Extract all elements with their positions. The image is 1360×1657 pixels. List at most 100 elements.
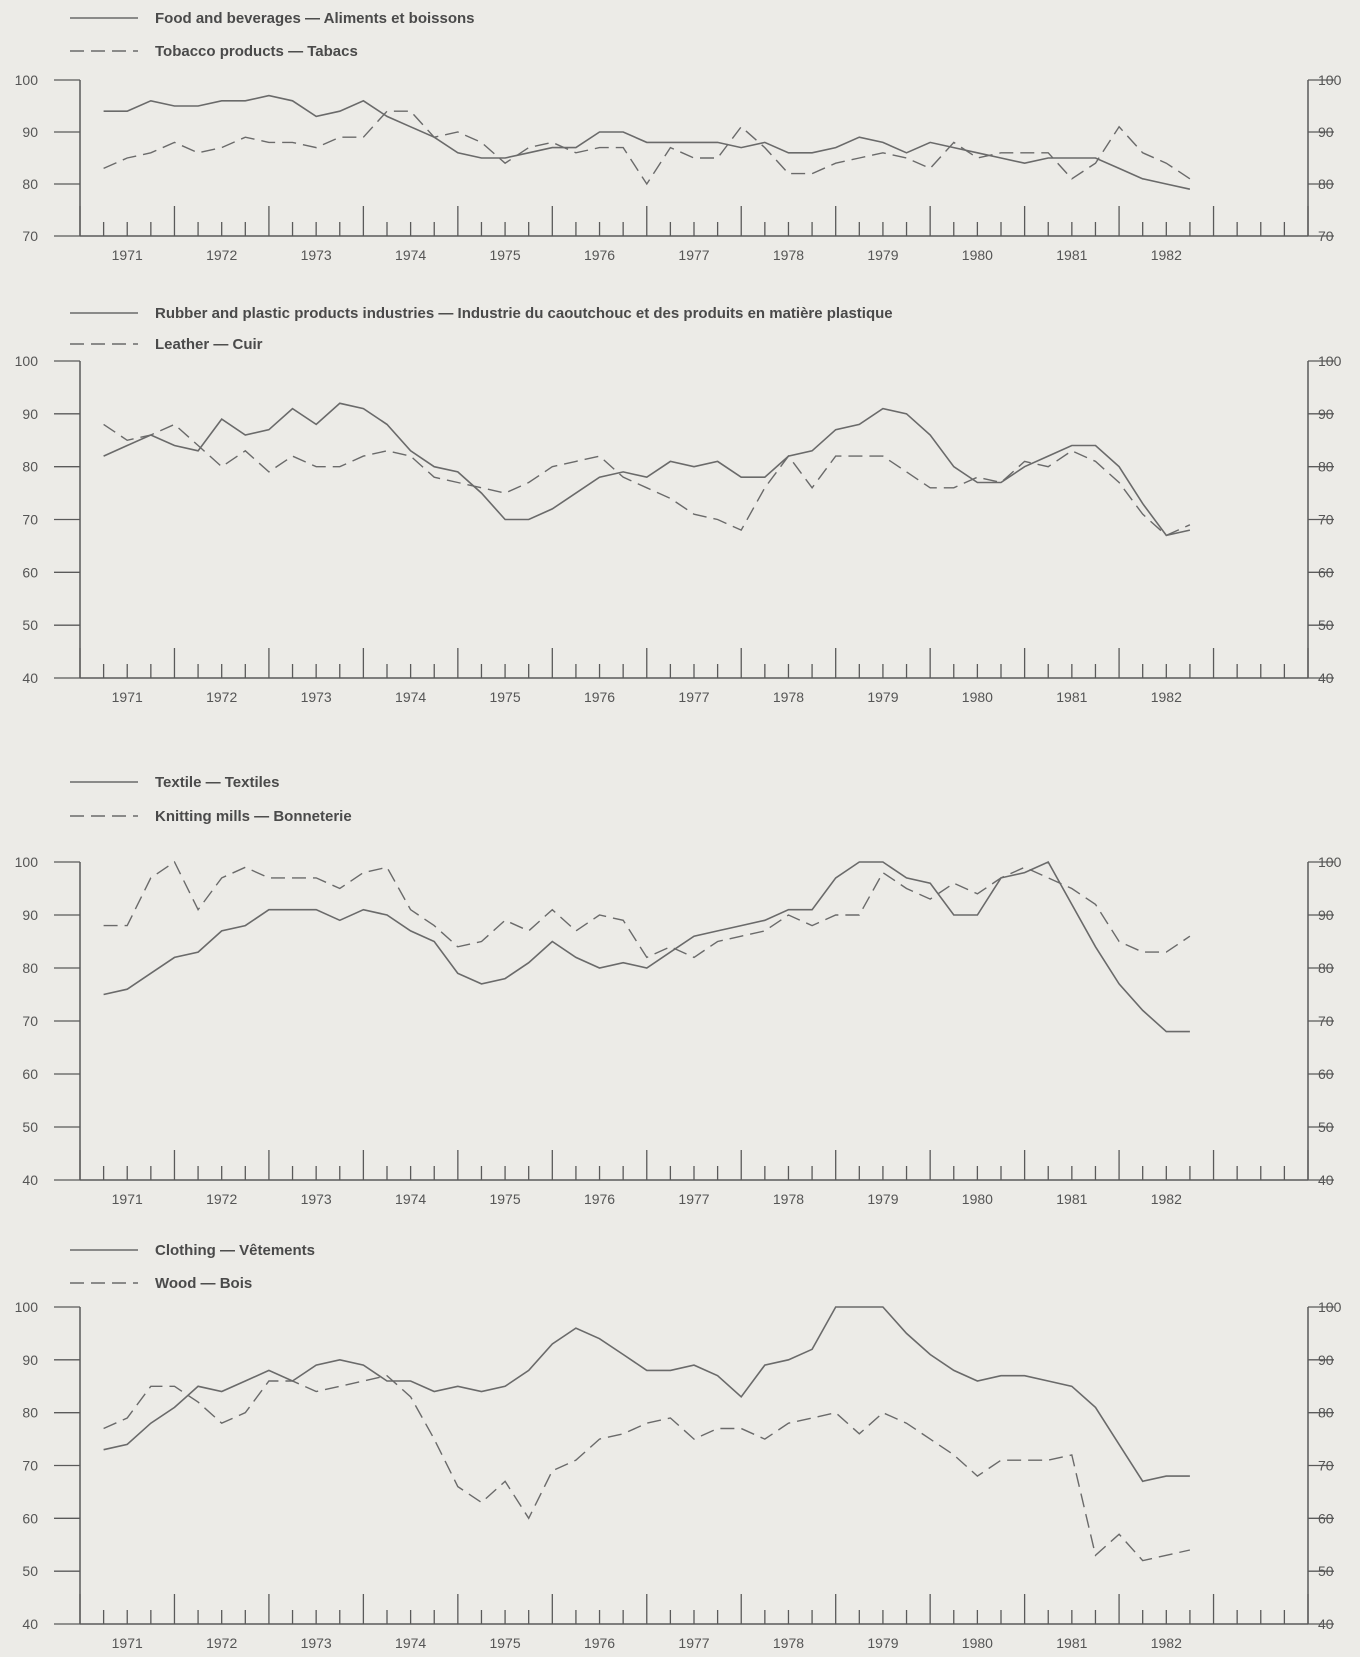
chart3-ytick-label-left-80: 80: [22, 960, 38, 976]
chart3-xtick-label-1974: 1974: [395, 1191, 426, 1207]
chart3-ytick-label-right-100: 100: [1318, 854, 1342, 870]
chart3-series-line-2: [103, 860, 1191, 959]
chart3-series-line-1: [103, 860, 1190, 1033]
chart4-legend-label-1: Clothing — Vêtements: [155, 1242, 315, 1259]
chart3-legend-label-2: Knitting mills — Bonneterie: [155, 808, 352, 825]
chart1-series-line-2: [103, 110, 1191, 186]
chart3-xtick-label-1980: 1980: [962, 1191, 993, 1207]
chart3-ytick-label-right-40: 40: [1318, 1172, 1334, 1188]
chart3-ytick-label-right-70: 70: [1318, 1013, 1334, 1029]
chart3-legend-label-1: Textile — Textiles: [155, 774, 280, 791]
chart2-ytick-label-left-90: 90: [22, 406, 38, 422]
chart1-legend-label-1: Food and beverages — Aliments et boisson…: [155, 10, 475, 27]
chart4-xtick-label-1977: 1977: [678, 1635, 709, 1651]
chart3-xtick-label-1973: 1973: [301, 1191, 332, 1207]
chart1-xtick-label-1981: 1981: [1056, 247, 1087, 263]
chart4-legend-label-2: Wood — Bois: [155, 1275, 252, 1292]
chart4-series-line-2: [103, 1374, 1191, 1562]
chart2-ytick-label-right-80: 80: [1318, 459, 1334, 475]
chart3-xtick-label-1978: 1978: [773, 1191, 804, 1207]
chart2-ytick-label-left-80: 80: [22, 459, 38, 475]
chart1-xtick-label-1971: 1971: [112, 247, 143, 263]
chart1-xtick-label-1976: 1976: [584, 247, 615, 263]
chart1-xtick-label-1977: 1977: [678, 247, 709, 263]
chart3-ytick-label-left-40: 40: [22, 1172, 38, 1188]
chart4-ytick-label-right-40: 40: [1318, 1616, 1334, 1632]
chart2-ytick-label-left-70: 70: [22, 512, 38, 528]
chart2-xtick-label-1978: 1978: [773, 689, 804, 705]
chart1-xtick-label-1982: 1982: [1151, 247, 1182, 263]
chart3-xtick-label-1979: 1979: [867, 1191, 898, 1207]
chart4-ytick-label-right-80: 80: [1318, 1405, 1334, 1421]
chart4-xtick-label-1975: 1975: [489, 1635, 520, 1651]
chart2-ytick-label-left-100: 100: [15, 353, 39, 369]
chart2-series-line-2: [103, 423, 1191, 537]
chart4-xtick-label-1972: 1972: [206, 1635, 237, 1651]
chart4-ytick-label-left-90: 90: [22, 1352, 38, 1368]
chart4-xtick-label-1971: 1971: [112, 1635, 143, 1651]
chart2-xtick-label-1979: 1979: [867, 689, 898, 705]
chart3-ytick-label-right-60: 60: [1318, 1066, 1334, 1082]
chart2-ytick-label-right-70: 70: [1318, 512, 1334, 528]
chart4-xtick-label-1979: 1979: [867, 1635, 898, 1651]
chart3-xtick-label-1975: 1975: [489, 1191, 520, 1207]
chart4-ytick-label-right-100: 100: [1318, 1299, 1342, 1315]
chart2-legend-label-1: Rubber and plastic products industries —…: [155, 305, 893, 322]
chart1-xtick-label-1972: 1972: [206, 247, 237, 263]
chart3-ytick-label-right-80: 80: [1318, 960, 1334, 976]
chart2-xtick-label-1981: 1981: [1056, 689, 1087, 705]
chart3-xtick-label-1981: 1981: [1056, 1191, 1087, 1207]
chart2-ytick-label-right-90: 90: [1318, 406, 1334, 422]
chart3-ytick-label-left-100: 100: [15, 854, 39, 870]
chart2-xtick-label-1982: 1982: [1151, 689, 1182, 705]
chart4-ytick-label-left-40: 40: [22, 1616, 38, 1632]
chart1-series-line-1: [103, 94, 1191, 190]
chart3-xtick-label-1971: 1971: [112, 1191, 143, 1207]
chart1-xtick-label-1979: 1979: [867, 247, 898, 263]
chart4-ytick-label-left-70: 70: [22, 1458, 38, 1474]
chart1-xtick-label-1978: 1978: [773, 247, 804, 263]
chart2-xtick-label-1977: 1977: [678, 689, 709, 705]
chart2-ytick-label-right-40: 40: [1318, 670, 1334, 686]
chart1-ytick-label-right-70: 70: [1318, 228, 1334, 244]
chart4-ytick-label-left-100: 100: [15, 1299, 39, 1315]
chart4-xtick-label-1978: 1978: [773, 1635, 804, 1651]
chart2-xtick-label-1974: 1974: [395, 689, 426, 705]
chart4-series-line-1: [103, 1306, 1190, 1483]
chart4-xtick-label-1973: 1973: [301, 1635, 332, 1651]
chart2-xtick-label-1971: 1971: [112, 689, 143, 705]
chart2-ytick-label-left-50: 50: [22, 617, 38, 633]
chart4-ytick-label-right-70: 70: [1318, 1458, 1334, 1474]
chart3-ytick-label-left-70: 70: [22, 1013, 38, 1029]
chart2-ytick-label-right-60: 60: [1318, 564, 1334, 580]
chart2-xtick-label-1973: 1973: [301, 689, 332, 705]
chart2-ytick-label-left-40: 40: [22, 670, 38, 686]
chart2-ytick-label-right-50: 50: [1318, 617, 1334, 633]
chart2-series-line-1: [103, 402, 1191, 537]
chart2-legend-label-2: Leather — Cuir: [155, 336, 263, 353]
chart3-ytick-label-left-50: 50: [22, 1119, 38, 1135]
chart3-xtick-label-1982: 1982: [1151, 1191, 1182, 1207]
chart4-xtick-label-1974: 1974: [395, 1635, 426, 1651]
chart1-ytick-label-right-80: 80: [1318, 176, 1334, 192]
chart3-ytick-label-right-90: 90: [1318, 907, 1334, 923]
chart2-xtick-label-1976: 1976: [584, 689, 615, 705]
chart1-xtick-label-1975: 1975: [489, 247, 520, 263]
chart1-ytick-label-left-70: 70: [22, 228, 38, 244]
chart1-legend-label-2: Tobacco products — Tabacs: [155, 43, 358, 60]
chart4-ytick-label-right-50: 50: [1318, 1563, 1334, 1579]
chart1-ytick-label-left-80: 80: [22, 176, 38, 192]
chart1-ytick-label-right-90: 90: [1318, 124, 1334, 140]
chart3-xtick-label-1972: 1972: [206, 1191, 237, 1207]
chart1-xtick-label-1980: 1980: [962, 247, 993, 263]
chart4-ytick-label-left-80: 80: [22, 1405, 38, 1421]
chart1-ytick-label-left-100: 100: [15, 72, 39, 88]
chart4-ytick-label-left-50: 50: [22, 1563, 38, 1579]
chart2-xtick-label-1972: 1972: [206, 689, 237, 705]
chart4-ytick-label-right-90: 90: [1318, 1352, 1334, 1368]
chart4-xtick-label-1982: 1982: [1151, 1635, 1182, 1651]
chart3-ytick-label-left-60: 60: [22, 1066, 38, 1082]
chart4-xtick-label-1980: 1980: [962, 1635, 993, 1651]
